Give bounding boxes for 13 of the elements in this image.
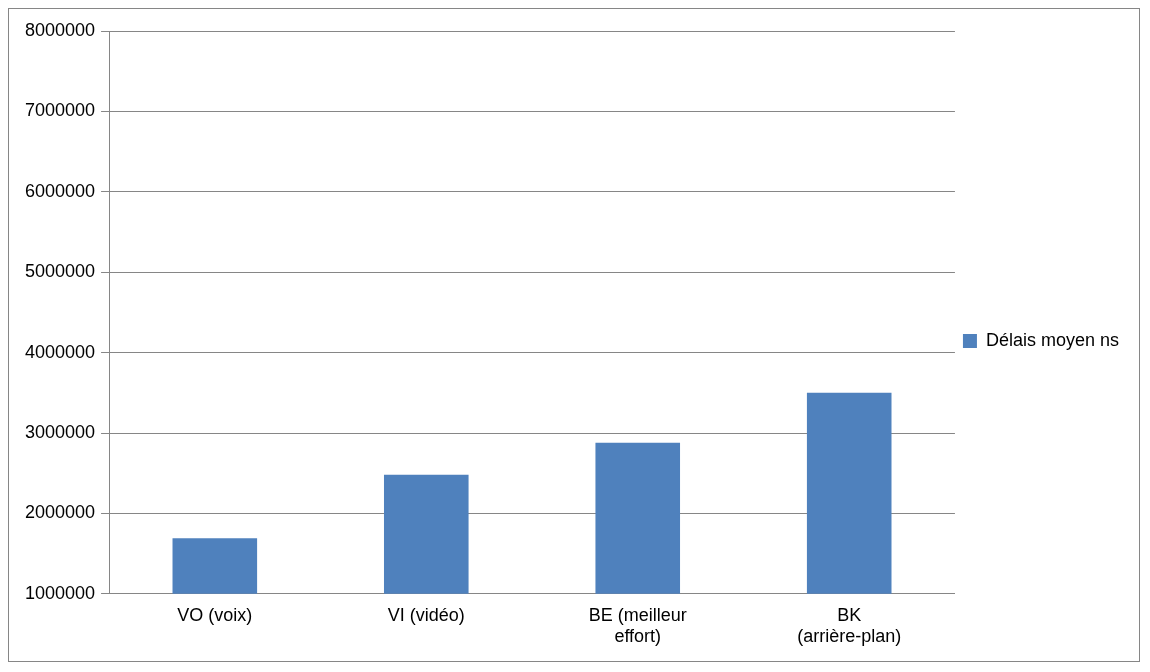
y-tick-label: 8000000	[25, 19, 96, 40]
y-tick-label: 1000000	[25, 582, 96, 603]
x-tick-label: BE (meilleur effort)	[588, 604, 687, 647]
y-tick-label: 6000000	[25, 180, 96, 201]
y-tick-label: 7000000	[25, 100, 96, 121]
y-tick-label: 5000000	[25, 261, 96, 282]
x-tick-label: BK (arrière-plan)	[797, 604, 902, 647]
y-tick-label: 2000000	[25, 502, 96, 523]
y-tick-label: 3000000	[25, 421, 96, 442]
y-tick-label: 4000000	[25, 341, 96, 362]
x-tick-label: VI (vidéo)	[387, 604, 465, 625]
x-tick-label: VO (voix)	[177, 604, 253, 625]
legend-label: Délais moyen ns	[985, 329, 1119, 350]
